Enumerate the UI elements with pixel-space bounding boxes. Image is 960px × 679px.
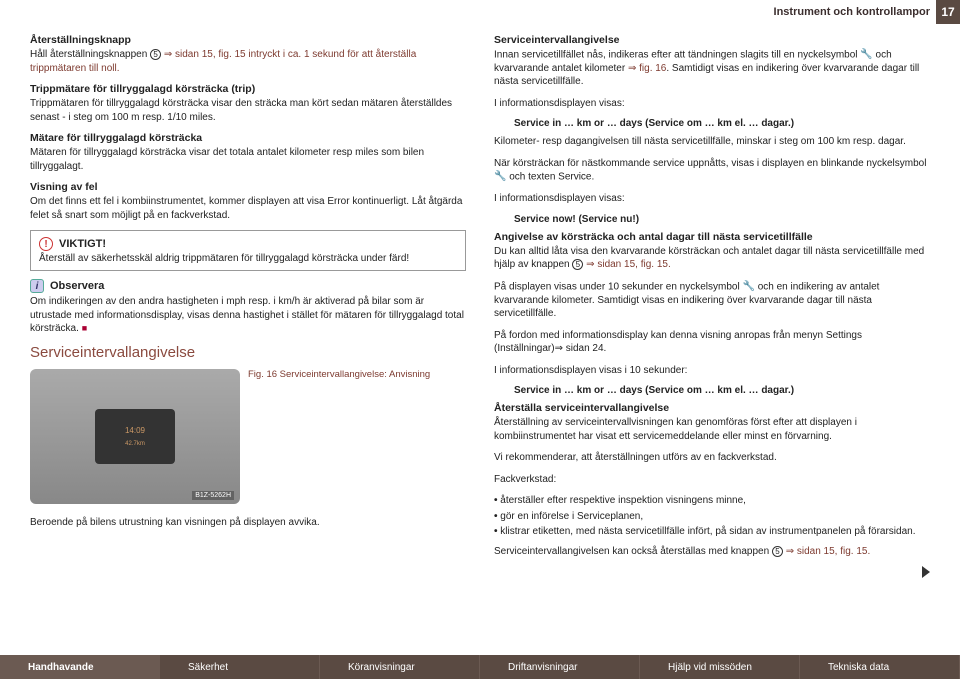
service-p1: Innan servicetillfället nås, indikeras e… — [494, 48, 930, 89]
service-now-text: Service now! (Service nu!) — [514, 214, 930, 225]
service-reached-text: När körsträckan för nästkommande service… — [494, 157, 930, 184]
dashboard-image: 14:09 42.7km B1Z-5262H — [30, 369, 240, 504]
key-icon: 🔧 — [860, 48, 872, 62]
distance-days-heading: Angivelse av körsträcka och antal dagar … — [494, 231, 930, 243]
reset-button-heading: Återställningsknapp — [30, 34, 466, 46]
page-number: 17 — [936, 0, 960, 24]
workshop-label: Fackverkstad: — [494, 473, 930, 487]
bottom-note: Beroende på bilens utrustning kan visnin… — [30, 516, 466, 530]
odometer-heading: Mätare för tillryggalagd körsträcka — [30, 132, 466, 144]
content: Återställningsknapp Håll återställningsk… — [30, 34, 930, 578]
service-in-text-1: Service in … km or … days (Service om … … — [514, 118, 930, 129]
key-icon: 🔧 — [494, 170, 506, 184]
reset-service-heading: Återställa serviceintervallangivelse — [494, 402, 930, 414]
tab-safety[interactable]: Säkerhet — [160, 655, 320, 679]
warning-box: ! VIKTIGT! Återställ av säkerhetsskäl al… — [30, 230, 466, 271]
info-display-label-3: I informationsdisplayen visas i 10 sekun… — [494, 364, 930, 378]
distance-days-p2: På displayen visas under 10 sekunder en … — [494, 280, 930, 321]
service-in-text-2: Service in … km or … days (Service om … … — [514, 385, 930, 396]
trip-meter-text: Trippmätaren för tillryggalagd körsträck… — [30, 97, 466, 124]
tab-techdata[interactable]: Tekniska data — [800, 655, 960, 679]
reset-button-text: Håll återställningsknappen 5 ⇒ sidan 15,… — [30, 48, 466, 75]
footer-tabs: Handhavande Säkerhet Köranvisningar Drif… — [0, 655, 960, 679]
figure-row: 14:09 42.7km B1Z-5262H Fig. 16 Servicein… — [30, 369, 466, 510]
continue-arrow-icon — [922, 566, 930, 578]
odometer-text: Mätaren för tillryggalagd körsträcka vis… — [30, 146, 466, 173]
observe-text: Om indikeringen av den andra hastigheten… — [30, 295, 466, 336]
reset-button-ref: Serviceintervallangivelsen kan också åte… — [494, 545, 930, 559]
workshop-list: återställer efter respektive inspektion … — [494, 494, 930, 539]
warning-text: Återställ av säkerhetsskäl aldrig trippm… — [39, 253, 457, 264]
ref-5-icon: 5 — [572, 259, 583, 270]
warning-icon: ! — [39, 237, 53, 251]
ref-5-icon: 5 — [150, 49, 161, 60]
page-header: Instrument och kontrollampor 17 — [774, 0, 960, 24]
settings-menu-text: På fordon med informationsdisplay kan de… — [494, 329, 930, 356]
reset-service-p1: Återställning av serviceintervallvisning… — [494, 416, 930, 443]
key-icon: 🔧 — [742, 280, 754, 294]
list-item: klistrar etiketten, med nästa servicetil… — [494, 525, 930, 539]
section-name: Instrument och kontrollampor — [774, 6, 930, 18]
info-icon: i — [30, 279, 44, 293]
list-item: gör en införelse i Serviceplanen, — [494, 510, 930, 524]
error-text: Om det finns ett fel i kombiinstrumentet… — [30, 195, 466, 222]
ref-5-icon: 5 — [772, 546, 783, 557]
warning-title: ! VIKTIGT! — [39, 237, 457, 251]
tab-operation[interactable]: Driftanvisningar — [480, 655, 640, 679]
right-column: Serviceintervallangivelse Innan servicet… — [494, 34, 930, 578]
tab-driving[interactable]: Köranvisningar — [320, 655, 480, 679]
reset-service-p2: Vi rekommenderar, att återställningen ut… — [494, 451, 930, 465]
left-column: Återställningsknapp Håll återställningsk… — [30, 34, 466, 578]
trip-meter-heading: Trippmätare för tillryggalagd körsträcka… — [30, 83, 466, 95]
dashboard-screen: 14:09 42.7km — [95, 409, 175, 464]
distance-days-p1: Du kan alltid låta visa den kvarvarande … — [494, 245, 930, 272]
tab-handling[interactable]: Handhavande — [0, 655, 160, 679]
list-item: återställer efter respektive inspektion … — [494, 494, 930, 508]
service-interval-title: Serviceintervallangivelse — [30, 344, 466, 361]
info-display-label-2: I informationsdisplayen visas: — [494, 192, 930, 206]
tab-breakdown[interactable]: Hjälp vid missöden — [640, 655, 800, 679]
observe-title: i Observera — [30, 279, 466, 293]
info-display-label-1: I informationsdisplayen visas: — [494, 97, 930, 111]
service-heading: Serviceintervallangivelse — [494, 34, 930, 46]
km-days-text: Kilometer- resp dagangivelsen till nästa… — [494, 135, 930, 149]
image-code: B1Z-5262H — [192, 491, 234, 500]
end-marker-icon: ■ — [82, 323, 87, 333]
error-heading: Visning av fel — [30, 181, 466, 193]
